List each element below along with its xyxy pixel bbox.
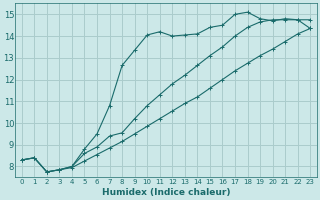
X-axis label: Humidex (Indice chaleur): Humidex (Indice chaleur)	[102, 188, 230, 197]
